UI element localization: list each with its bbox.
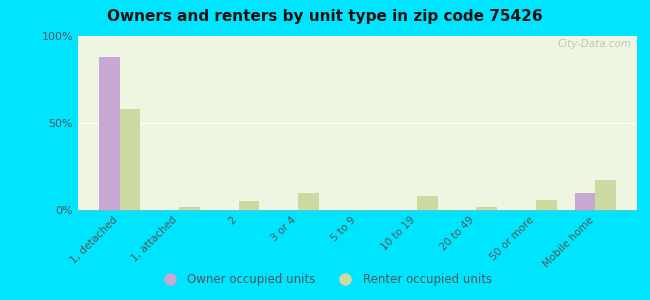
Bar: [536, 200, 556, 210]
Legend: Owner occupied units, Renter occupied units: Owner occupied units, Renter occupied un…: [153, 269, 497, 291]
Bar: [417, 196, 438, 210]
Bar: [99, 57, 120, 210]
Bar: [595, 180, 616, 210]
Text: Owners and renters by unit type in zip code 75426: Owners and renters by unit type in zip c…: [107, 9, 543, 24]
Bar: [476, 206, 497, 210]
Text: City-Data.com: City-Data.com: [557, 40, 631, 50]
Bar: [298, 193, 319, 210]
Bar: [239, 201, 259, 210]
Bar: [120, 109, 140, 210]
Bar: [179, 206, 200, 210]
Bar: [575, 193, 595, 210]
